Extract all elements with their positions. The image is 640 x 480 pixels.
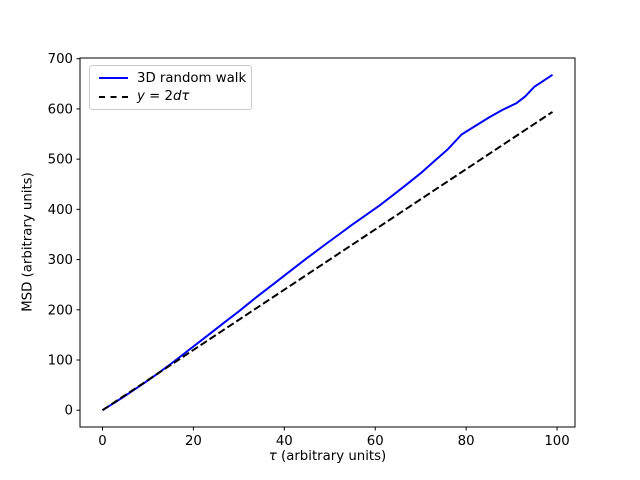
legend: 3D random walk y = 2dτ bbox=[89, 65, 252, 110]
y-tick-label: 600 bbox=[48, 102, 73, 117]
legend-line-sample-solid bbox=[99, 77, 128, 80]
x-axis-label: τ (arbitrary units) bbox=[80, 449, 575, 464]
x-tick-label: 100 bbox=[544, 434, 569, 449]
x-tick-label: 40 bbox=[276, 434, 293, 449]
x-axis-label-units: (arbitrary units) bbox=[276, 449, 387, 464]
y-tick-label: 400 bbox=[48, 203, 73, 218]
y-tick-label: 700 bbox=[48, 52, 73, 67]
series-line-solid bbox=[101, 73, 554, 412]
legend-line-sample-dashed bbox=[99, 95, 128, 98]
legend-item-3d-random-walk: 3D random walk bbox=[99, 69, 247, 88]
x-tick-label: 20 bbox=[185, 434, 202, 449]
x-tick-label: 60 bbox=[367, 434, 384, 449]
x-tick-label: 80 bbox=[458, 434, 475, 449]
x-axis-label-tau: τ bbox=[268, 449, 277, 464]
y-tick-label: 0 bbox=[65, 404, 73, 419]
y-tick-label: 500 bbox=[48, 153, 73, 168]
legend-item-theory: y = 2dτ bbox=[99, 88, 243, 107]
y-axis-label: MSD (arbitrary units) bbox=[20, 172, 36, 312]
y-tick-label: 200 bbox=[48, 303, 73, 318]
series-line-dashed bbox=[101, 111, 554, 412]
x-tick-label: 0 bbox=[98, 434, 106, 449]
axes-frame bbox=[79, 57, 576, 428]
y-tick-label: 300 bbox=[48, 253, 73, 268]
y-tick-label: 100 bbox=[48, 354, 73, 369]
legend-label-theory: y = 2dτ bbox=[137, 89, 190, 105]
legend-label-3d-random-walk: 3D random walk bbox=[137, 70, 247, 86]
